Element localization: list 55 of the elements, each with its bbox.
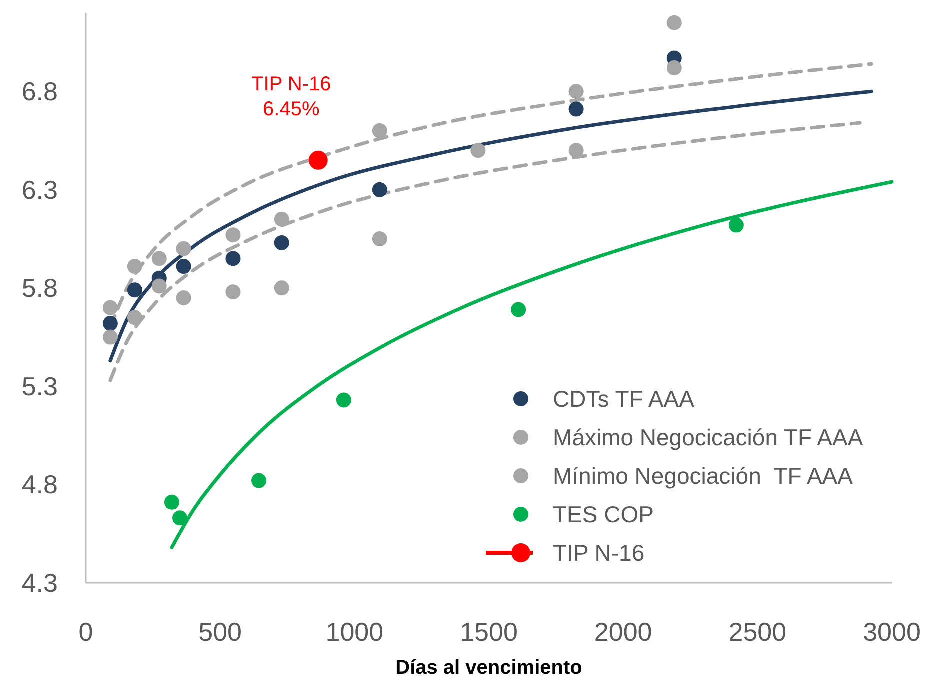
point — [102, 316, 118, 332]
point — [308, 150, 328, 170]
legend-label: Máximo Negocicación TF AAA — [553, 424, 864, 450]
point — [666, 15, 682, 30]
x-tick-label: 1000 — [326, 617, 384, 647]
point — [372, 123, 388, 138]
line-series — [108, 121, 862, 382]
point — [176, 259, 192, 274]
x-tick-label: 500 — [198, 617, 242, 647]
y-tick-label: 5.3 — [22, 371, 58, 402]
point — [568, 84, 584, 100]
point — [152, 251, 167, 266]
point — [226, 251, 241, 266]
y-tick-label: 4.8 — [22, 470, 58, 500]
point — [728, 218, 744, 233]
point — [252, 473, 267, 488]
y-tick-label: 4.3 — [22, 568, 58, 598]
legend-label: CDTs TF AAA — [553, 386, 696, 412]
point — [666, 60, 682, 76]
point — [102, 300, 118, 316]
point — [226, 228, 241, 243]
y-tick-label: 6.8 — [22, 76, 58, 107]
point — [226, 284, 241, 300]
point — [102, 330, 118, 345]
x-tick-label: 0 — [78, 617, 94, 647]
point — [372, 182, 388, 198]
point — [336, 392, 352, 408]
point — [172, 510, 188, 526]
legend-label: TIP N-16 — [553, 540, 645, 566]
point — [176, 290, 192, 306]
point — [372, 232, 388, 247]
point — [274, 212, 290, 227]
x-tick-label: 1500 — [460, 617, 518, 647]
point — [176, 241, 192, 256]
point — [127, 310, 142, 326]
x-tick-label: 2000 — [594, 617, 652, 647]
point — [274, 280, 290, 296]
point — [568, 102, 584, 117]
point — [470, 143, 486, 158]
x-tick-label: 3000 — [863, 617, 921, 647]
point — [127, 282, 142, 298]
point — [568, 143, 584, 158]
annotation: TIP N-16 6.45% — [252, 73, 332, 120]
legend-label: Mínimo Negociación TF AAA — [553, 463, 854, 489]
point — [164, 494, 180, 510]
legend-label: TES COP — [553, 502, 654, 528]
x-axis-title: Días al vencimiento — [396, 657, 582, 679]
point — [127, 259, 142, 274]
point — [152, 278, 167, 294]
y-tick-label: 5.8 — [22, 273, 58, 304]
point — [274, 235, 290, 250]
y-tick-label: 6.3 — [22, 174, 58, 205]
line-series — [108, 90, 874, 363]
x-tick-label: 2500 — [728, 617, 787, 647]
point — [511, 302, 526, 318]
